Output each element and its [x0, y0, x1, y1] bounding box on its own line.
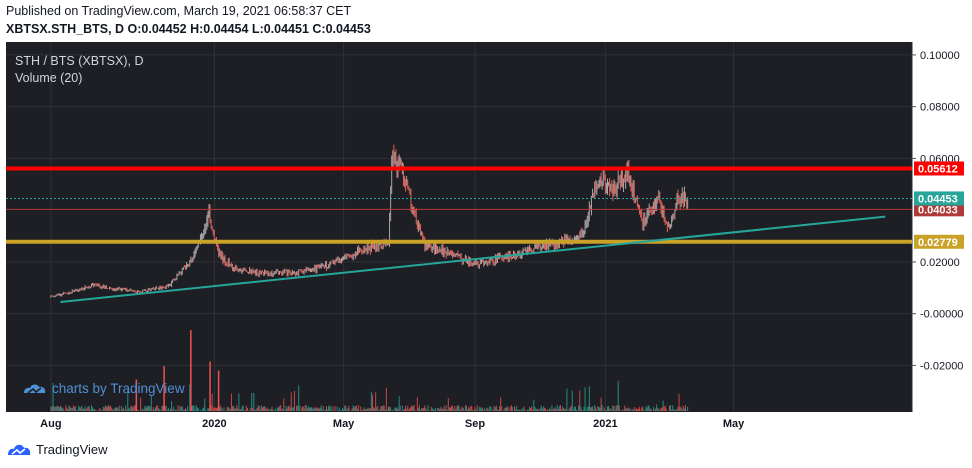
candles: [50, 144, 689, 298]
tradingview-logo-icon: [8, 444, 31, 455]
price-axis-background: [912, 42, 966, 412]
y-tick-label: 0.08000: [920, 102, 960, 114]
y-tick-label: 0.02000: [920, 257, 960, 269]
price-axis: 0.100000.080000.060000.02000-0.00000-0.0…: [912, 50, 964, 372]
x-tick-label: 2020: [202, 418, 226, 430]
grid: [6, 42, 912, 412]
price-badge-label: 0.05612: [918, 163, 958, 175]
x-tick-label: Sep: [465, 418, 485, 430]
footer-logo[interactable]: TradingView: [6, 441, 108, 457]
horizontal-lines: [6, 166, 912, 244]
price-badge-label: 0.02779: [918, 237, 958, 249]
y-tick-label: 0.10000: [920, 50, 960, 62]
x-tick-label: 2021: [593, 418, 617, 430]
volume-bars: [50, 330, 689, 411]
tradingview-cloud-icon: [24, 384, 46, 394]
time-axis: Aug 2020 May Sep 2021 May: [40, 418, 745, 430]
plot-background: [6, 42, 912, 412]
price-chart[interactable]: 0.100000.080000.060000.02000-0.00000-0.0…: [6, 42, 966, 432]
price-badge: [914, 202, 964, 217]
trend-line: [60, 215, 886, 304]
time-axis-background: [6, 412, 912, 432]
price-badge: [914, 161, 964, 176]
price-badge-label: 0.04033: [918, 204, 958, 216]
y-tick-label: -0.00000: [920, 309, 963, 321]
x-tick-label: May: [723, 418, 745, 430]
footer-brand: TradingView: [36, 441, 108, 457]
price-badge: [914, 234, 964, 249]
published-info: Published on TradingView.com, March 19, …: [6, 4, 352, 18]
ohlc-info: XBTSX.STH_BTS, D O:0.04452 H:0.04454 L:0…: [6, 22, 371, 36]
tradingview-watermark: charts by TradingView: [24, 381, 185, 396]
x-tick-label: May: [333, 418, 355, 430]
y-tick-label: -0.02000: [920, 360, 963, 372]
watermark-text: charts by TradingView: [52, 381, 185, 396]
trend-line-segment: [60, 215, 886, 304]
chart-legend-volume: Volume (20): [15, 71, 82, 85]
last-price-label: 0.04453: [918, 193, 958, 205]
last-price-badge: [914, 191, 964, 206]
x-tick-label: Aug: [40, 418, 61, 430]
chart-legend-symbol: STH / BTS (XBTSX), D: [15, 54, 144, 68]
